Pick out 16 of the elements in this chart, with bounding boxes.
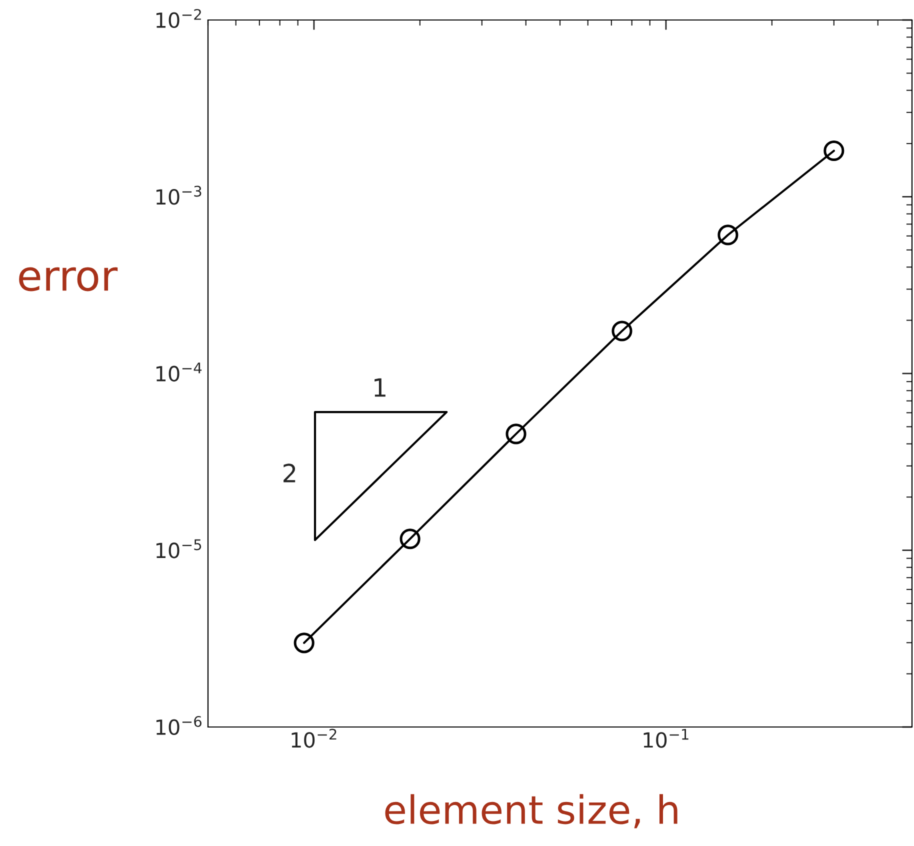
annotation: 1 [374, 378, 386, 397]
y-tick-label: 10$^{−3}$ [156, 186, 202, 205]
point [718, 224, 738, 246]
y-tick-label: 10$^{−4}$ [156, 362, 202, 382]
point [294, 632, 314, 654]
point [506, 424, 526, 444]
annotation: 2 [284, 464, 296, 482]
y-tick-label: 10$^{−6}$ [156, 716, 202, 736]
y-axis-title: error [19, 267, 118, 292]
point [824, 140, 844, 162]
point [400, 528, 420, 550]
y-tick-label: 10$^{−5}$ [156, 539, 202, 558]
x-tick-label: 10$^{−1}$ [644, 728, 688, 748]
point [612, 320, 632, 342]
x-axis-title: element size, h [385, 794, 678, 828]
y-tick-label: 10$^{−2}$ [156, 8, 201, 28]
